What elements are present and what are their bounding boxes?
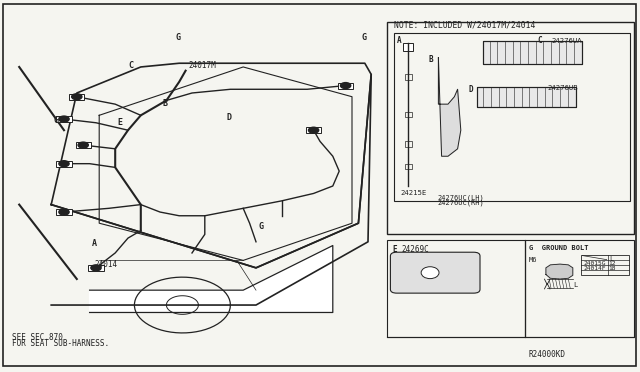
Bar	[477, 87, 576, 107]
Text: M6: M6	[529, 257, 537, 263]
Text: G: G	[361, 33, 366, 42]
Text: 24276UA: 24276UA	[552, 38, 582, 44]
Text: C: C	[129, 61, 134, 70]
Bar	[76, 142, 91, 148]
Text: E: E	[392, 245, 397, 254]
Bar	[403, 43, 413, 51]
FancyBboxPatch shape	[390, 252, 480, 293]
Text: 12: 12	[608, 261, 616, 266]
Text: D: D	[227, 113, 232, 122]
Text: FOR SEAT SUB-HARNESS.: FOR SEAT SUB-HARNESS.	[12, 339, 109, 348]
Bar	[69, 94, 84, 100]
Text: 24269C: 24269C	[402, 245, 429, 254]
Bar	[387, 22, 634, 234]
Polygon shape	[90, 246, 333, 312]
Text: E: E	[118, 118, 123, 127]
Text: NOTE: INCLUDED W/24017M/24014: NOTE: INCLUDED W/24017M/24014	[394, 20, 535, 29]
Text: A: A	[397, 36, 401, 45]
Circle shape	[308, 127, 319, 133]
Bar	[306, 127, 321, 133]
Circle shape	[59, 161, 69, 167]
Bar	[581, 255, 629, 275]
Circle shape	[78, 142, 88, 148]
Bar	[394, 33, 630, 201]
Text: 18: 18	[608, 266, 616, 271]
Bar	[405, 141, 412, 147]
Text: 24014F: 24014F	[584, 266, 606, 271]
Bar	[525, 240, 634, 337]
Bar	[88, 265, 104, 271]
Text: G: G	[54, 116, 59, 125]
Bar	[483, 41, 582, 64]
Bar	[387, 240, 525, 337]
Text: L: L	[609, 256, 613, 262]
Ellipse shape	[421, 267, 439, 279]
Bar	[477, 87, 576, 107]
Polygon shape	[438, 58, 461, 156]
Text: 24276UB: 24276UB	[547, 85, 578, 91]
Bar	[56, 209, 72, 215]
Text: SEE SEC.870: SEE SEC.870	[12, 333, 62, 342]
Bar	[56, 116, 72, 122]
Text: 24014: 24014	[95, 260, 118, 269]
Text: G  GROUND BOLT: G GROUND BOLT	[529, 245, 588, 251]
Text: 24015G: 24015G	[584, 261, 606, 266]
Text: R24000KD: R24000KD	[529, 350, 566, 359]
Circle shape	[59, 116, 69, 122]
Bar	[405, 164, 412, 169]
Text: 24276UC(RH): 24276UC(RH)	[438, 200, 484, 206]
Text: 24017M: 24017M	[189, 61, 216, 70]
Text: C: C	[538, 36, 542, 45]
Text: 24215E: 24215E	[401, 190, 427, 196]
Text: B: B	[429, 55, 433, 64]
Text: L: L	[573, 282, 577, 288]
Text: D: D	[468, 85, 473, 94]
Circle shape	[59, 209, 69, 215]
Text: A: A	[92, 239, 97, 248]
Text: G: G	[259, 222, 264, 231]
Polygon shape	[546, 264, 573, 279]
Bar	[56, 161, 72, 167]
Bar	[483, 41, 582, 64]
Text: 24276UC(LH): 24276UC(LH)	[438, 194, 484, 201]
Text: B: B	[163, 99, 168, 108]
Circle shape	[72, 94, 82, 100]
Bar	[405, 74, 412, 80]
Bar	[338, 83, 353, 89]
Circle shape	[91, 265, 101, 271]
Bar	[405, 112, 412, 117]
Text: G: G	[175, 33, 180, 42]
Circle shape	[340, 83, 351, 89]
